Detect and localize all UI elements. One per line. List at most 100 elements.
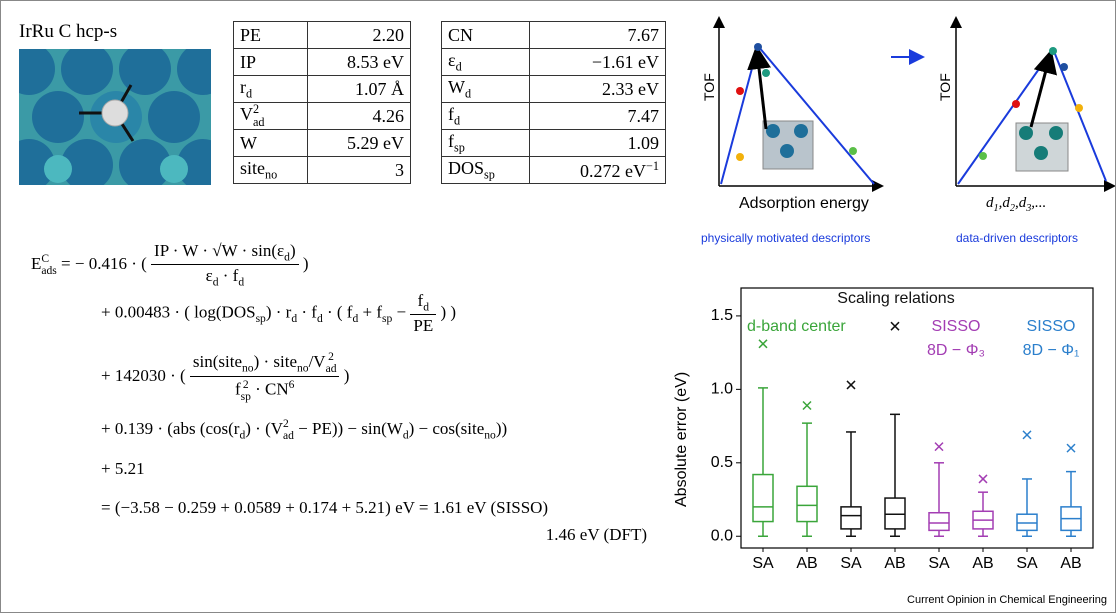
math-text: ) · r bbox=[265, 302, 292, 322]
math-text: f bbox=[448, 130, 454, 151]
equation-line: + 0.139 · (abs (cos(rd) · (V 2 ad − PE)) −… bbox=[101, 417, 508, 443]
table-cell: Wd bbox=[440, 75, 531, 103]
x-tick-label: SA bbox=[840, 555, 862, 572]
table-cell: fd bbox=[440, 102, 531, 130]
math-text: no bbox=[242, 361, 254, 375]
math-text: ,... bbox=[1031, 195, 1047, 211]
math-text: d bbox=[465, 86, 472, 101]
table-cell: siteno bbox=[233, 156, 308, 184]
numerator: sin(siteno) · siteno/V 2 ad bbox=[189, 350, 340, 378]
table-row: CN 7.67 bbox=[440, 21, 666, 49]
math-text: 3 bbox=[1026, 203, 1032, 214]
fraction: fd PE bbox=[410, 291, 437, 336]
math-text: d bbox=[212, 275, 219, 289]
outlier bbox=[758, 339, 768, 349]
math-text: IP bbox=[240, 51, 257, 72]
math-text: 2 bbox=[253, 102, 260, 117]
script: 2 ad bbox=[283, 417, 294, 443]
table-row: fd 7.47 bbox=[440, 102, 666, 130]
table-cell: 2.20 bbox=[306, 21, 412, 49]
math-text: · f bbox=[218, 266, 239, 286]
table-cell: W bbox=[233, 129, 308, 157]
x-tick-label: AB bbox=[796, 555, 817, 572]
fraction: IP · W · √W · sin(εd) εd · fd bbox=[151, 241, 299, 289]
script: 2 ad bbox=[326, 350, 337, 375]
table-cell: 1.09 bbox=[529, 129, 666, 157]
math-text: ad bbox=[283, 429, 294, 443]
math-text: 6 bbox=[288, 378, 295, 392]
math-text: 1 bbox=[993, 203, 999, 214]
math-text: DOS bbox=[448, 157, 485, 178]
table-row: DOSsp 0.272 eV−1 bbox=[440, 156, 666, 184]
math-text: f bbox=[448, 103, 454, 124]
table-row: IP 8.53 eV bbox=[233, 48, 412, 76]
script: 2 sp bbox=[240, 377, 251, 404]
table-cell: rd bbox=[233, 75, 308, 103]
math-text: + 142030 · ( bbox=[101, 365, 190, 385]
math-text: C bbox=[41, 251, 50, 265]
table-cell: IP bbox=[233, 48, 308, 76]
annotation: Scaling relations bbox=[837, 290, 954, 307]
table-row: siteno 3 bbox=[233, 156, 412, 184]
footer: Current Opinion in Chemical Engineering bbox=[907, 594, 1107, 606]
math-text: 2.33 eV bbox=[602, 78, 659, 99]
numerator: IP · W · √W · sin(εd) bbox=[151, 241, 299, 266]
math-text: sp bbox=[240, 390, 251, 404]
math-text: f bbox=[417, 291, 424, 310]
math-text: 1.09 bbox=[627, 132, 660, 153]
math-text: ) · (V bbox=[245, 419, 284, 439]
math-text: d bbox=[239, 428, 246, 442]
math-text: r bbox=[240, 76, 246, 97]
table-cell: −1.61 eV bbox=[529, 48, 666, 76]
math-text: ) bbox=[339, 365, 350, 385]
math-text: W bbox=[240, 132, 257, 153]
outlier bbox=[890, 321, 900, 331]
table-row: fsp 1.09 bbox=[440, 129, 666, 157]
math-text: W bbox=[448, 76, 465, 97]
math-text: ) ) bbox=[436, 302, 457, 322]
math-text: − bbox=[392, 302, 411, 322]
annotation: SISSO bbox=[932, 318, 981, 335]
math-text: 2.20 bbox=[372, 24, 405, 45]
outlier bbox=[934, 442, 944, 452]
caption: physically motivated descriptors bbox=[701, 231, 871, 245]
math-text: d bbox=[423, 300, 429, 314]
math-text: PE bbox=[240, 24, 262, 45]
fraction: sin(siteno) · siteno/V 2 ad f 2 sp · CN6 bbox=[189, 350, 340, 404]
script: 2 ad bbox=[253, 103, 265, 129]
table-cell: fsp bbox=[440, 129, 531, 157]
math-text: + f bbox=[358, 302, 382, 322]
y-axis-label: Absolute error (eV) bbox=[673, 371, 690, 507]
denominator: εd · fd bbox=[151, 265, 299, 288]
math-text: 3 bbox=[395, 159, 404, 180]
y-tick-label: 1.5 bbox=[711, 307, 733, 324]
math-text: 1.46 eV (DFT) bbox=[545, 525, 647, 544]
math-text: 2 bbox=[242, 377, 249, 391]
y-tick-label: 0.0 bbox=[711, 527, 733, 544]
annotation: SISSO bbox=[1027, 318, 1076, 335]
math-text: )) bbox=[495, 419, 508, 439]
annotation: 8D − Φ₃ bbox=[927, 342, 985, 359]
table-cell: 2.33 eV bbox=[529, 75, 666, 103]
math-text: ,d bbox=[1014, 195, 1027, 211]
outlier bbox=[846, 380, 856, 390]
math-text: −1.61 eV bbox=[591, 51, 659, 72]
table-row: rd 1.07 Å bbox=[233, 75, 412, 103]
math-text: site bbox=[240, 157, 265, 178]
math-text: no bbox=[297, 361, 309, 375]
math-text: d bbox=[246, 86, 253, 101]
math-text: −1 bbox=[645, 158, 659, 173]
axis-label: d1,d2,d3,... bbox=[986, 195, 1046, 214]
math-text: ) − cos(site bbox=[408, 419, 485, 439]
math-text: E bbox=[31, 253, 42, 273]
numerator: fd bbox=[410, 291, 437, 316]
math-text: f bbox=[234, 379, 241, 399]
math-text: IP · W · √W · sin(ε bbox=[154, 241, 285, 260]
caption: data-driven descriptors bbox=[956, 231, 1079, 245]
table-cell: 5.29 eV bbox=[306, 129, 412, 157]
table-cell: 7.47 bbox=[529, 102, 666, 130]
math-text: · ( f bbox=[322, 302, 353, 322]
math-text: ,d bbox=[998, 195, 1010, 211]
math-text: no bbox=[265, 167, 278, 182]
